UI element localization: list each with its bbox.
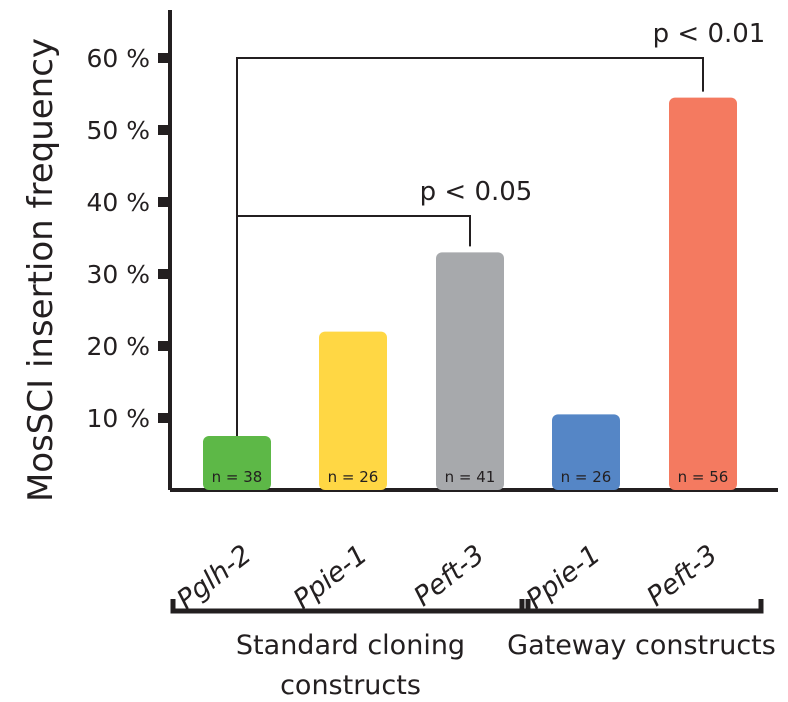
category-label: Ppie-1 — [521, 539, 607, 615]
group-label: constructs — [280, 670, 421, 701]
bar-n-label: n = 26 — [328, 468, 379, 486]
y-tick-label: 20 % — [86, 332, 150, 361]
p-value-label: p < 0.01 — [653, 19, 766, 49]
group-bracket — [519, 599, 764, 614]
bar — [203, 436, 271, 490]
group-bracket — [170, 599, 531, 614]
y-tick-label: 40 % — [86, 188, 150, 217]
bar-n-label: n = 41 — [445, 468, 496, 486]
category-groups: Standard cloning constructs Gateway constr… — [170, 599, 776, 701]
p-value-label: p < 0.05 — [420, 177, 533, 207]
bar — [436, 252, 504, 490]
y-tick — [158, 413, 170, 423]
bar — [552, 414, 620, 490]
category-label: Pglh-2 — [171, 539, 257, 616]
significance-bracket — [236, 57, 704, 436]
bar-n-label: n = 38 — [212, 468, 263, 486]
category-label: Peft-3 — [641, 539, 723, 613]
y-axis-label: MosSCI insertion frequency — [21, 38, 61, 502]
y-tick-label: 60 % — [86, 44, 150, 73]
bar-n-label: n = 56 — [678, 468, 729, 486]
bar — [319, 331, 387, 490]
significance-annotations: p < 0.05 p < 0.01 — [236, 19, 766, 436]
category-label: Peft-3 — [408, 539, 490, 613]
y-tick-label: 50 % — [86, 116, 150, 145]
category-label: Ppie-1 — [288, 539, 374, 615]
y-tick-label: 30 % — [86, 260, 150, 289]
bar-n-label: n = 26 — [561, 468, 612, 486]
bar — [669, 97, 737, 490]
bars: n = 38 Pglh-2 n = 26 Ppie-1 n = 41 Peft-3 n = … — [171, 97, 737, 616]
axes: 10 % 20 % 30 % 40 % 50 % 60 % — [86, 10, 778, 492]
group-label: Standard cloning — [236, 630, 465, 661]
y-tick — [158, 341, 170, 351]
y-tick — [158, 53, 170, 63]
group-label: Gateway constructs — [507, 630, 776, 661]
y-tick — [158, 197, 170, 207]
y-tick-label: 10 % — [86, 404, 150, 433]
y-tick — [158, 125, 170, 135]
y-tick — [158, 269, 170, 279]
